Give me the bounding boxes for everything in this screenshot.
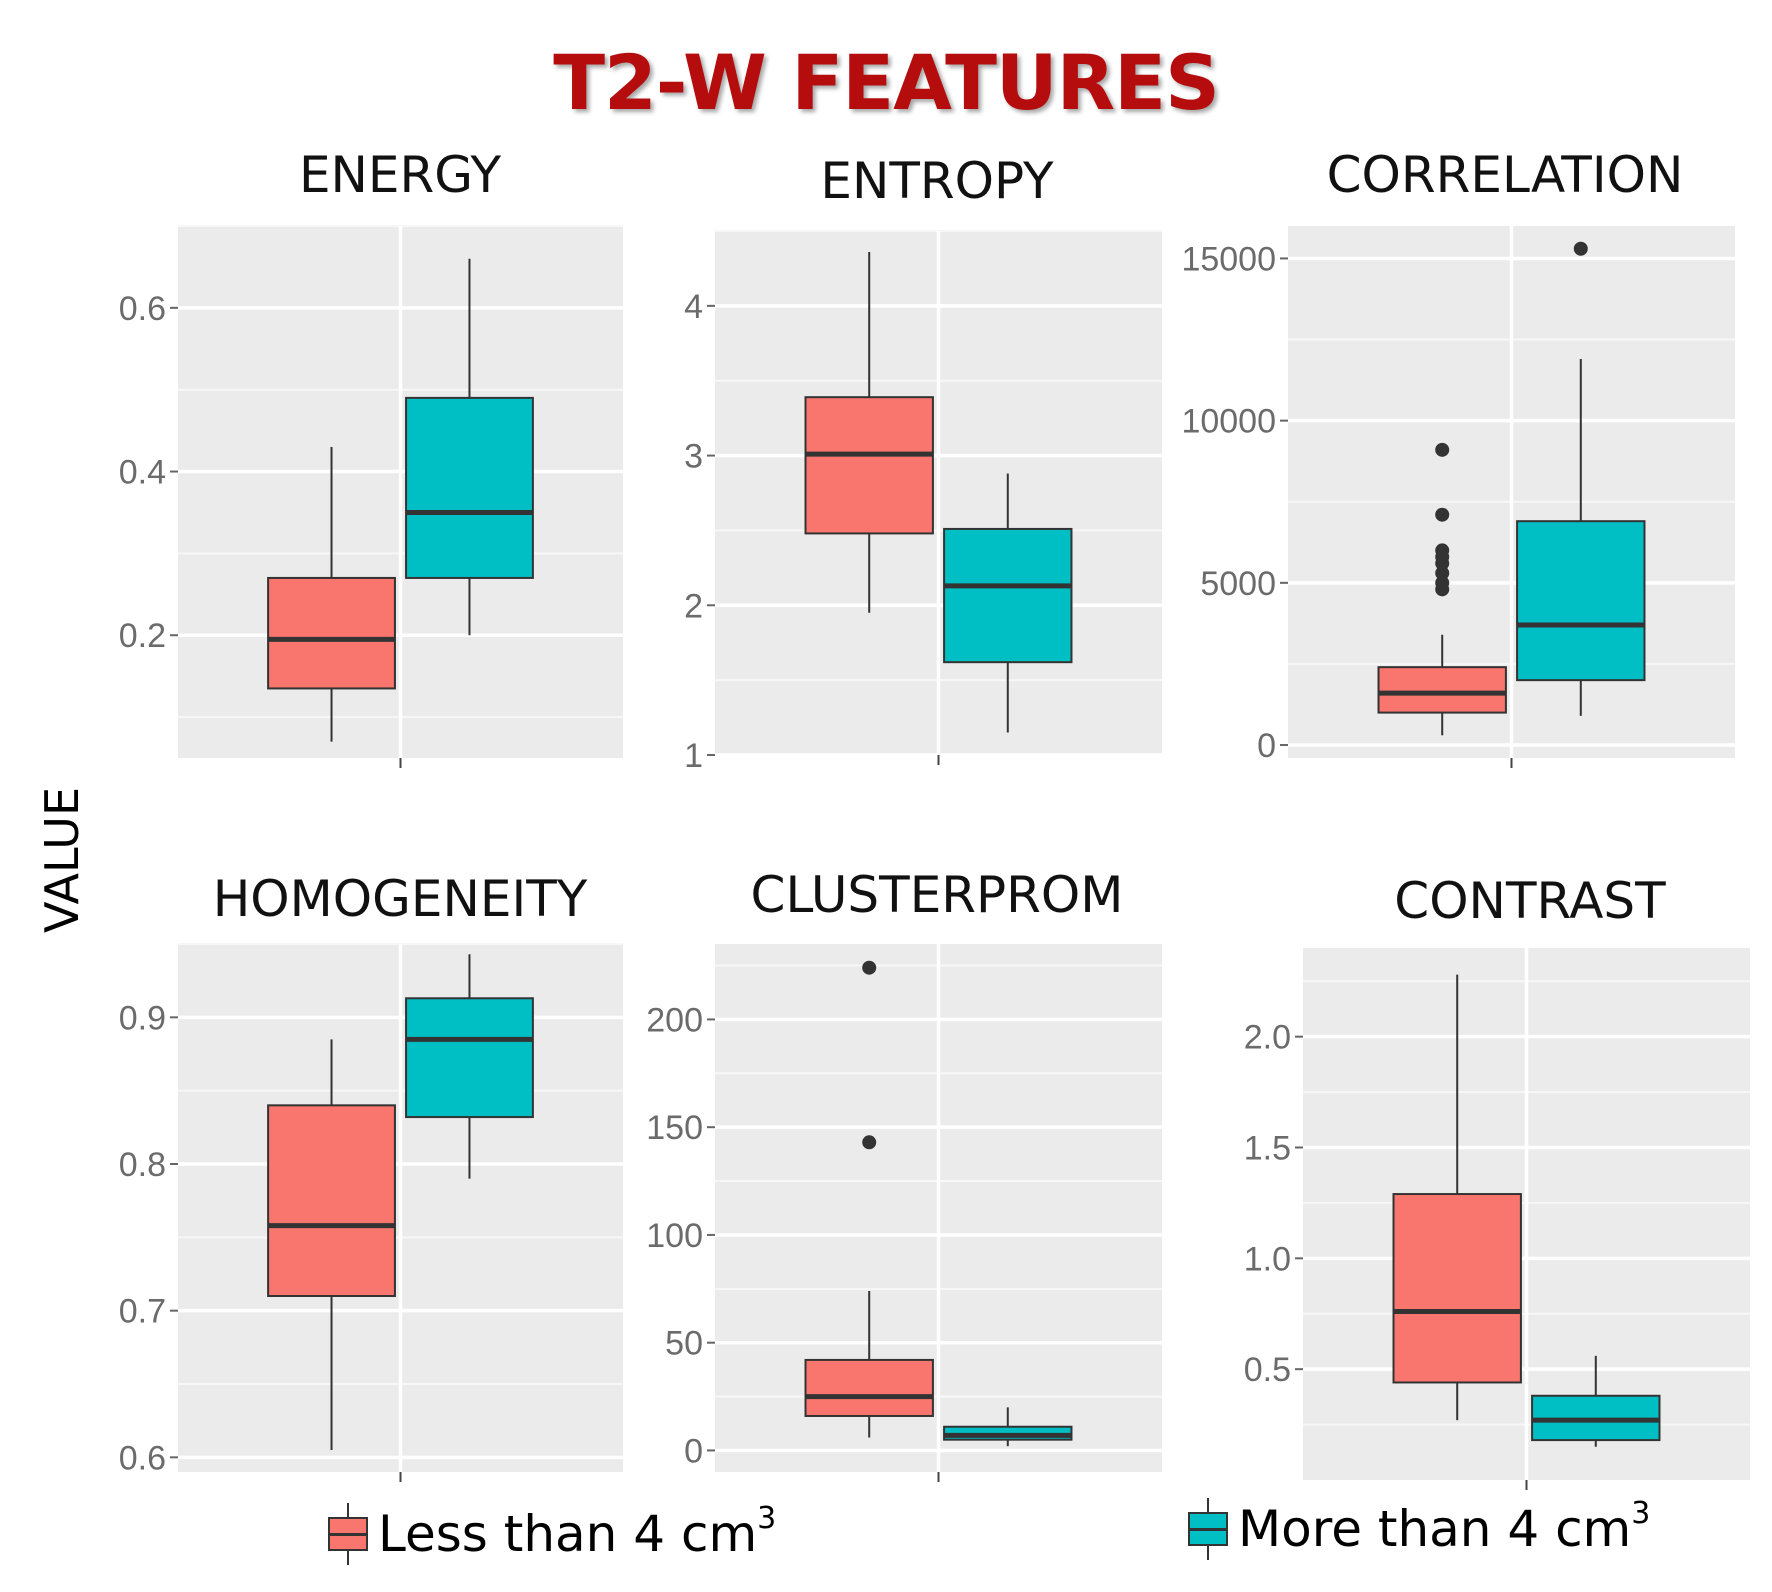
panel-title-correlation: CORRELATION	[1326, 146, 1684, 204]
outlier-point-less-correlation	[1435, 442, 1450, 457]
y-tick-label: 1.0	[1244, 1240, 1291, 1278]
y-tick-label: 0.6	[119, 290, 166, 328]
y-tick-label: 1	[684, 737, 703, 775]
outlier-point-less-correlation	[1435, 566, 1450, 581]
y-tick-label: 150	[646, 1109, 703, 1147]
y-tick-label: 2.0	[1244, 1019, 1291, 1057]
y-tick-label: 50	[665, 1325, 703, 1363]
box-less-contrast	[1392, 1193, 1522, 1384]
y-tick-label: 4	[684, 288, 703, 326]
y-tick-label: 0.7	[119, 1293, 166, 1331]
y-tick-label: 0.4	[119, 454, 166, 492]
outlier-point-less-correlation	[1435, 507, 1450, 522]
panel-title-contrast: CONTRAST	[1394, 872, 1666, 930]
y-tick-label: 5000	[1200, 565, 1276, 603]
y-tick-label: 2	[684, 587, 703, 625]
y-tick-label: 200	[646, 1001, 703, 1039]
box-less-correlation	[1377, 666, 1507, 714]
outlier-point-more-correlation	[1573, 241, 1588, 256]
y-tick-label: 0.2	[119, 617, 166, 655]
figure-title: T2-W FEATURES	[553, 38, 1220, 127]
legend-key-more	[1188, 1498, 1228, 1560]
panel-title-homogeneity: HOMOGENEITY	[212, 870, 588, 928]
y-tick-label: 0	[684, 1432, 703, 1470]
box-less-entropy	[804, 396, 934, 535]
legend-item-less: Less than 4 cm3	[328, 1501, 777, 1565]
outlier-point-less-clusterprom	[862, 960, 877, 975]
box-less-energy	[267, 576, 396, 690]
box-more-correlation	[1516, 520, 1646, 682]
y-tick-label: 0.9	[119, 999, 166, 1037]
outlier-point-less-correlation	[1435, 556, 1450, 571]
y-tick-label: 0.5	[1244, 1351, 1291, 1389]
legend-key-less	[328, 1503, 368, 1565]
y-tick-label: 0	[1257, 727, 1276, 765]
outlier-point-less-clusterprom	[862, 1135, 877, 1150]
y-tick-label: 1.5	[1244, 1130, 1291, 1168]
y-tick-label: 0.8	[119, 1146, 166, 1184]
legend-label-more: More than 4 cm3	[1238, 1496, 1651, 1558]
box-more-homogeneity	[405, 997, 534, 1119]
box-more-entropy	[943, 527, 1073, 664]
y-tick-label: 15000	[1181, 240, 1276, 278]
panel-title-entropy: ENTROPY	[820, 152, 1054, 210]
box-less-clusterprom	[804, 1358, 934, 1417]
panel-title-energy: ENERGY	[298, 146, 502, 204]
legend-item-more: More than 4 cm3	[1188, 1496, 1651, 1560]
outlier-point-less-correlation	[1435, 582, 1450, 597]
y-tick-label: 10000	[1181, 403, 1276, 441]
panel-title-clusterprom: CLUSTERPROM	[750, 866, 1124, 924]
box-less-homogeneity	[267, 1104, 396, 1298]
legend-label-less: Less than 4 cm3	[378, 1501, 777, 1563]
y-tick-label: 3	[684, 438, 703, 476]
y-tick-label: 100	[646, 1217, 703, 1255]
box-more-energy	[405, 396, 534, 579]
y-tick-label: 0.6	[119, 1439, 166, 1477]
